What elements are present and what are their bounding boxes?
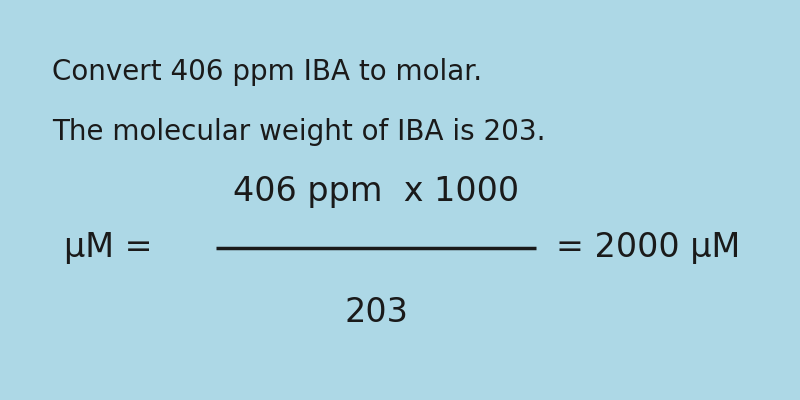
Text: 406 ppm  x 1000: 406 ppm x 1000 bbox=[233, 176, 519, 208]
Text: 203: 203 bbox=[344, 296, 408, 328]
Text: μM =: μM = bbox=[64, 232, 153, 264]
Text: Convert 406 ppm IBA to molar.: Convert 406 ppm IBA to molar. bbox=[52, 58, 482, 86]
Text: = 2000 μM: = 2000 μM bbox=[556, 232, 740, 264]
Text: The molecular weight of IBA is 203.: The molecular weight of IBA is 203. bbox=[52, 118, 546, 146]
